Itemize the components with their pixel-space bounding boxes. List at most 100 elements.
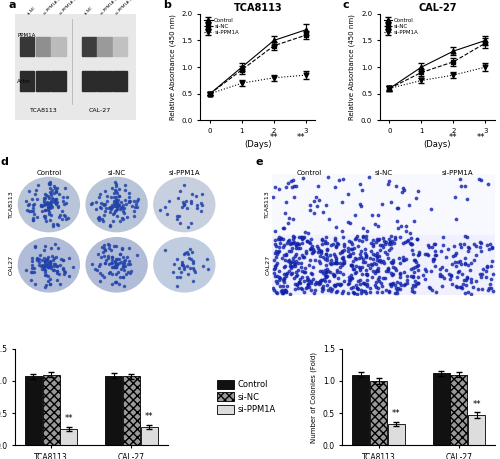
Point [324,287,332,294]
Point [286,256,294,263]
Point [430,240,438,247]
Point [374,285,382,292]
Point [318,254,326,261]
Point [361,258,369,265]
Point [363,227,371,235]
Point [270,257,278,264]
Point [374,235,382,243]
Point [280,274,288,281]
Point [298,274,306,281]
Point [300,277,308,284]
Point [296,233,304,241]
Point [464,248,471,255]
Point [438,283,446,290]
Point [316,267,324,274]
Text: TCA8113: TCA8113 [266,190,270,218]
Point [408,240,416,247]
Point [487,284,495,291]
Point [320,269,328,277]
Point [346,262,354,269]
Point [324,254,332,261]
Point [470,257,478,264]
Point [400,282,408,289]
Point [389,263,397,270]
Point [489,288,497,295]
Point [332,260,340,267]
Point [305,277,313,284]
Point [366,289,374,296]
Point [306,201,314,208]
Point [296,244,304,252]
Point [308,246,316,253]
Point [436,273,444,280]
Point [367,260,375,267]
Point [287,240,295,247]
Point [363,276,371,284]
Point [308,249,316,257]
Text: si-NC: si-NC [108,170,126,176]
Point [337,280,345,288]
Point [407,240,415,247]
Point [291,285,299,293]
Point [350,289,358,297]
Point [304,280,312,288]
Point [374,236,382,244]
Bar [141,427,158,445]
Point [388,280,396,288]
Point [394,225,402,232]
Point [386,282,394,289]
Point [386,238,394,246]
Point [454,258,462,266]
Point [307,235,315,243]
Point [361,288,369,295]
Point [275,276,283,284]
Text: CAL27: CAL27 [9,255,14,275]
Point [476,239,484,246]
Point [374,267,382,274]
Bar [113,72,128,90]
Point [370,256,378,263]
Point [279,282,287,290]
Point [338,198,345,206]
Point [334,266,342,274]
Point [454,268,462,275]
Point [270,227,278,234]
Text: si-PPM1A #1: si-PPM1A #1 [100,0,121,16]
Point [404,236,412,244]
Point [292,245,300,252]
Point [310,276,318,283]
Point [274,280,281,287]
Point [318,241,326,248]
Point [272,289,280,296]
Text: a: a [9,0,16,10]
Text: CAL-27: CAL-27 [88,108,111,113]
Point [406,272,414,280]
Point [420,275,428,283]
Text: **: ** [270,133,278,142]
Point [352,262,360,269]
Point [458,285,466,292]
Point [389,258,397,265]
Point [406,241,414,248]
Point [270,184,278,191]
Point [285,236,293,243]
Point [291,262,299,269]
Point [404,279,411,286]
Point [358,253,366,261]
Point [484,284,492,291]
Point [464,274,471,281]
Circle shape [86,238,147,292]
Point [278,243,286,251]
Point [340,257,348,265]
Point [338,255,346,262]
Point [374,253,382,260]
Point [280,262,288,269]
Point [468,290,475,297]
Point [374,212,382,219]
Point [363,271,371,278]
Point [380,243,388,251]
Point [388,237,396,245]
Point [339,253,347,260]
Point [310,197,318,204]
Bar [97,37,112,56]
